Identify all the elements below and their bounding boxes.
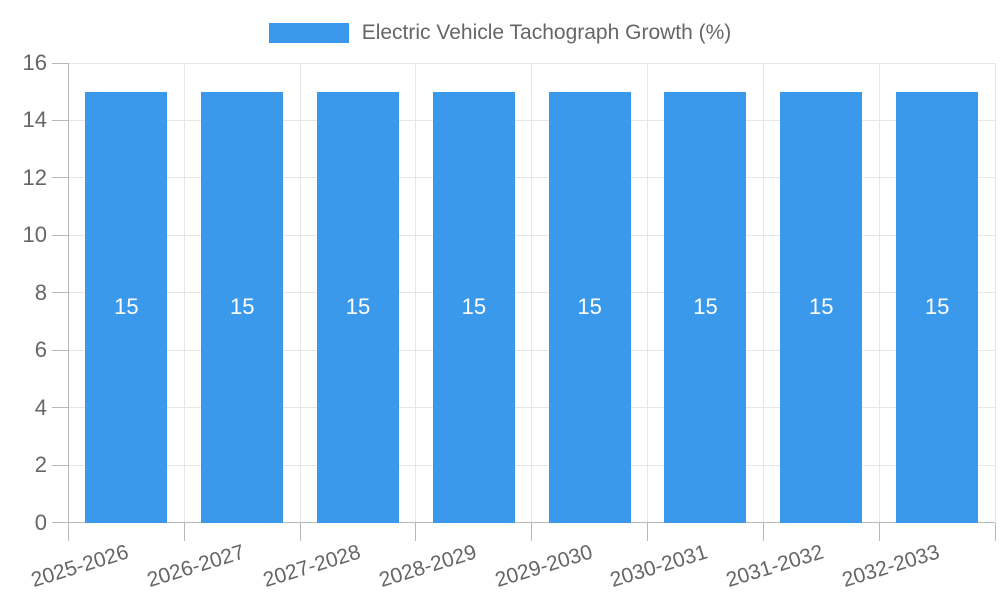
y-axis-tick: [51, 464, 69, 466]
y-axis-tick: [51, 407, 69, 409]
bar-2029-2030[interactable]: [548, 91, 631, 523]
bar-value-label: 15: [114, 294, 139, 320]
bar-value-label: 15: [229, 294, 255, 320]
gridline-vertical: [415, 63, 417, 523]
y-tick-label: 6: [34, 337, 47, 363]
y-tick-label: 14: [22, 107, 47, 133]
y-tick-label: 8: [34, 279, 47, 305]
legend-swatch: [268, 23, 349, 43]
y-axis-tick: [51, 292, 69, 294]
y-tick-label: 10: [22, 222, 47, 248]
bar-value-label: 15: [577, 294, 602, 320]
bar-value-label: 15: [461, 294, 487, 320]
y-axis-tick: [51, 522, 69, 523]
bar-2025-2026[interactable]: [85, 91, 168, 523]
bar-2026-2027[interactable]: [201, 91, 284, 523]
x-axis-tick: [68, 522, 69, 541]
y-axis-tick: [51, 177, 69, 179]
x-axis-tick: [299, 522, 301, 541]
y-axis-tick: [51, 119, 69, 121]
y-axis-tick: [51, 62, 69, 64]
bar-value-label: 15: [345, 294, 371, 320]
bar-2028-2029[interactable]: [432, 91, 515, 523]
gridline-vertical: [183, 63, 185, 523]
y-axis-line: [67, 63, 69, 523]
y-tick-label: 2: [34, 452, 47, 478]
bar-2027-2028[interactable]: [317, 91, 400, 523]
gridline-vertical: [531, 63, 533, 523]
x-axis-tick: [878, 522, 880, 541]
gridline-vertical: [994, 63, 996, 523]
bar-2031-2032[interactable]: [780, 91, 863, 523]
bar-value-label: 15: [924, 294, 950, 320]
bar-2030-2031[interactable]: [664, 91, 747, 523]
x-axis-tick: [647, 522, 649, 541]
legend-label: Electric Vehicle Tachograph Growth (%): [361, 21, 732, 44]
gridline-vertical: [878, 63, 880, 523]
x-axis-tick: [762, 522, 764, 541]
y-axis-tick: [51, 349, 69, 351]
bar-value-label: 15: [693, 294, 718, 320]
bar-2032-2033[interactable]: [896, 91, 979, 523]
y-tick-label: 12: [22, 164, 47, 190]
gridline-vertical: [647, 63, 649, 523]
x-axis-tick: [183, 522, 185, 541]
y-tick-label: 16: [22, 50, 47, 75]
y-tick-label: 4: [34, 394, 47, 420]
x-axis-tick: [415, 522, 417, 541]
x-axis-tick: [531, 522, 533, 541]
x-axis-tick: [994, 522, 996, 541]
gridline-vertical: [762, 63, 764, 523]
y-axis-tick: [51, 234, 69, 236]
bar-value-label: 15: [809, 294, 834, 320]
gridline-vertical: [299, 63, 301, 523]
x-axis-line: [68, 522, 995, 523]
y-tick-label: 0: [34, 509, 47, 535]
legend[interactable]: Electric Vehicle Tachograph Growth (%): [0, 20, 1000, 46]
